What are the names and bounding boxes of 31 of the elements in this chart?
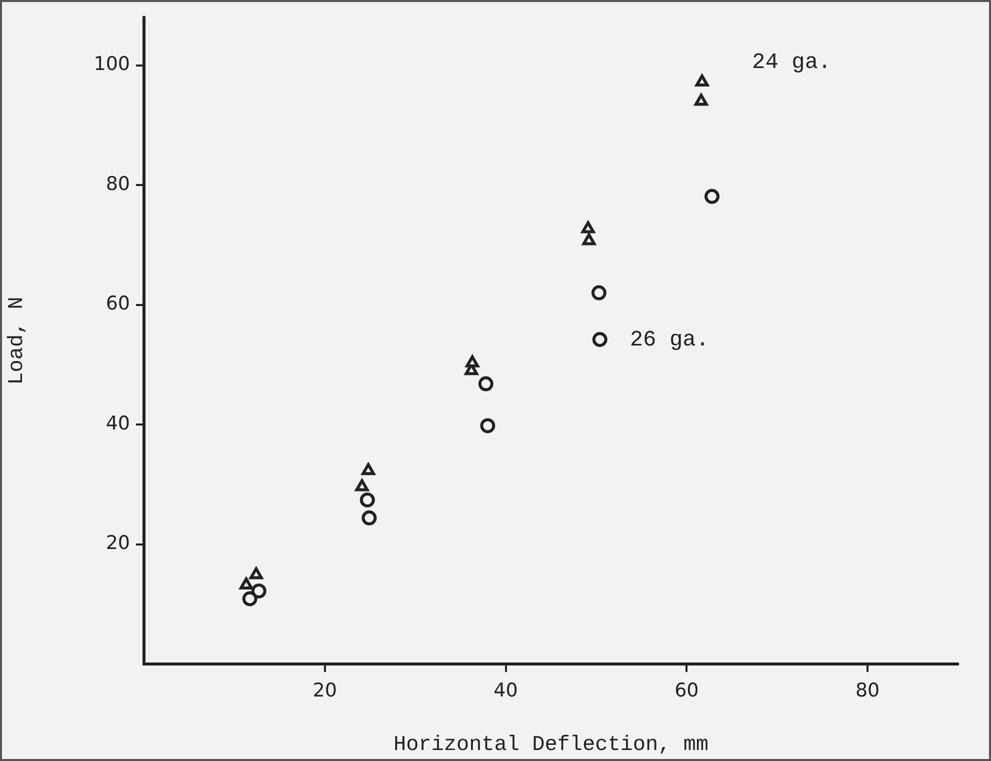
point: [694, 94, 708, 106]
point: [360, 492, 375, 508]
point: [582, 233, 596, 246]
point: [591, 285, 606, 300]
point: [362, 510, 377, 526]
point: [695, 74, 709, 87]
point: [251, 583, 266, 598]
x-axis-title: Horizontal Deflection, mm: [393, 734, 709, 757]
point: [240, 577, 253, 590]
y-axis-title: Load, N: [6, 296, 30, 385]
point: [362, 463, 375, 476]
y-tick-label: 80: [106, 172, 130, 195]
y-tick-label: 40: [106, 412, 130, 434]
point: [480, 418, 496, 434]
series-label: 26 ga.: [630, 327, 710, 352]
x-tick-label: 20: [312, 679, 337, 702]
x-tick-label: 80: [855, 679, 880, 702]
point: [592, 332, 608, 348]
text: 24 ga.: [752, 50, 832, 75]
point: [249, 567, 263, 580]
y-tick-label: 100: [94, 53, 130, 76]
x-tick-label: 40: [494, 679, 518, 702]
x-tick-label: 60: [674, 679, 699, 702]
y-tick-label: 20: [106, 532, 130, 554]
point: [242, 591, 258, 606]
point: [466, 355, 480, 368]
point: [581, 221, 595, 234]
y-tick-label: 60: [106, 292, 130, 315]
point: [704, 188, 720, 204]
point: [478, 376, 494, 392]
point: [355, 479, 369, 492]
